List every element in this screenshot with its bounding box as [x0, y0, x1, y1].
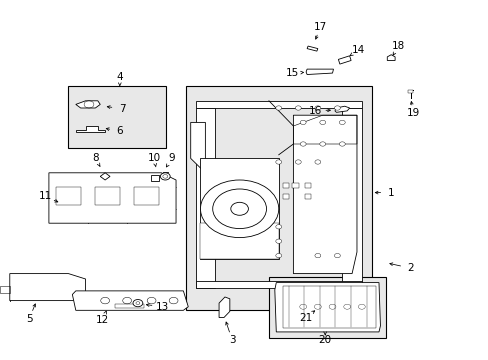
Circle shape — [295, 106, 301, 110]
Circle shape — [275, 225, 281, 229]
Text: 16: 16 — [308, 105, 322, 116]
Bar — [282, 183, 289, 188]
Text: 13: 13 — [155, 302, 169, 312]
Text: 8: 8 — [92, 153, 99, 163]
Text: 21: 21 — [298, 312, 312, 323]
Bar — [292, 183, 299, 188]
Polygon shape — [342, 108, 361, 288]
Circle shape — [314, 253, 320, 258]
Polygon shape — [100, 173, 110, 180]
Circle shape — [300, 142, 305, 146]
Text: 2: 2 — [407, 263, 413, 273]
Bar — [115, 304, 144, 308]
Text: 20: 20 — [318, 335, 331, 345]
Circle shape — [200, 180, 278, 238]
Bar — [200, 223, 278, 259]
Bar — [200, 158, 278, 259]
Text: 10: 10 — [147, 153, 160, 163]
Polygon shape — [305, 69, 333, 75]
Polygon shape — [219, 297, 229, 318]
Text: 11: 11 — [38, 191, 52, 201]
Text: 5: 5 — [26, 314, 33, 324]
Polygon shape — [195, 101, 361, 108]
Circle shape — [275, 160, 281, 164]
Circle shape — [133, 300, 142, 307]
Bar — [95, 187, 120, 205]
Polygon shape — [49, 173, 176, 223]
Circle shape — [339, 142, 345, 146]
Circle shape — [160, 173, 170, 180]
Circle shape — [300, 120, 305, 125]
Circle shape — [163, 175, 167, 178]
Text: 18: 18 — [391, 41, 405, 51]
Circle shape — [319, 142, 325, 146]
Polygon shape — [293, 115, 356, 274]
Bar — [185, 86, 371, 310]
Polygon shape — [334, 106, 349, 112]
Circle shape — [334, 253, 340, 258]
Bar — [282, 286, 375, 328]
Circle shape — [275, 239, 281, 243]
Circle shape — [275, 253, 281, 258]
Text: 4: 4 — [116, 72, 123, 82]
Text: 12: 12 — [96, 315, 109, 325]
Polygon shape — [72, 291, 188, 310]
Text: 15: 15 — [285, 68, 299, 78]
Circle shape — [275, 106, 281, 110]
Circle shape — [319, 120, 325, 125]
Polygon shape — [306, 46, 317, 51]
Polygon shape — [386, 55, 394, 60]
Bar — [304, 194, 311, 199]
Text: 14: 14 — [351, 45, 365, 55]
Polygon shape — [338, 56, 350, 64]
Polygon shape — [190, 122, 205, 173]
Text: 1: 1 — [387, 188, 394, 198]
Polygon shape — [195, 281, 361, 288]
Text: 3: 3 — [228, 335, 235, 345]
Bar — [304, 183, 311, 188]
Polygon shape — [76, 126, 105, 132]
Circle shape — [230, 202, 248, 215]
Polygon shape — [407, 90, 412, 93]
Circle shape — [136, 302, 140, 305]
Text: 9: 9 — [168, 153, 175, 163]
Text: 7: 7 — [119, 104, 125, 114]
Circle shape — [295, 160, 301, 164]
Bar — [134, 187, 159, 205]
Circle shape — [314, 160, 320, 164]
Polygon shape — [10, 274, 85, 301]
Bar — [282, 194, 289, 199]
Circle shape — [334, 106, 340, 110]
Polygon shape — [195, 108, 215, 288]
Circle shape — [314, 106, 320, 110]
Polygon shape — [76, 101, 100, 108]
Bar — [56, 187, 81, 205]
Text: 17: 17 — [313, 22, 326, 32]
Circle shape — [339, 120, 345, 125]
Bar — [268, 277, 386, 338]
Bar — [68, 86, 166, 148]
Polygon shape — [274, 283, 380, 332]
Text: 19: 19 — [406, 108, 419, 118]
Text: 6: 6 — [116, 126, 123, 136]
